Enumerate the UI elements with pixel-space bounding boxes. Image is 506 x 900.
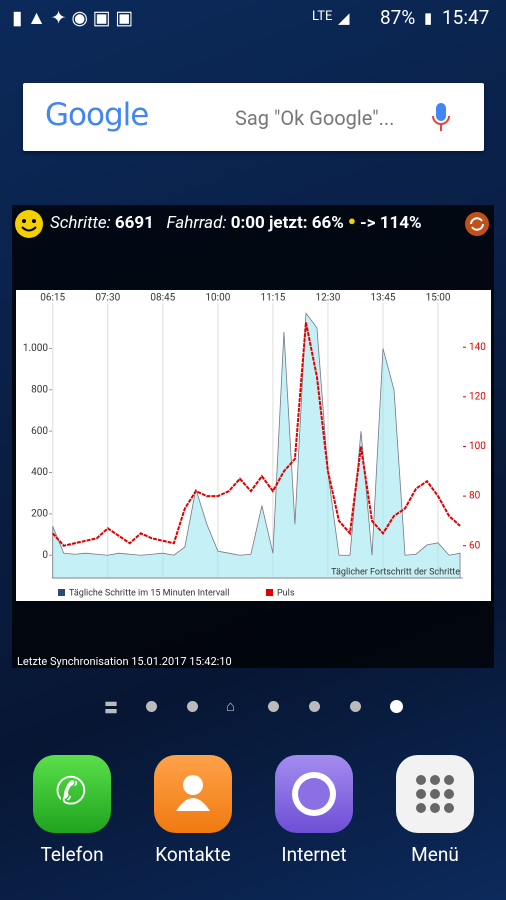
signal-icon: ◢ xyxy=(338,9,350,27)
page-dot-active xyxy=(390,700,403,713)
app-label: Telefon xyxy=(40,843,104,866)
y2-tick-label: 120 xyxy=(469,391,486,402)
x-tick-label: 12:30 xyxy=(316,293,341,304)
menu-app-icon[interactable] xyxy=(396,755,474,833)
x-tick-label: 10:00 xyxy=(205,293,230,304)
y-tick-label: 1.000 xyxy=(23,343,48,354)
chart: 06:15 07:30 08:45 10:00 11:15 12:30 13:45 15:00… xyxy=(16,290,491,601)
y-tick-label: 0 xyxy=(42,550,48,561)
page-dot xyxy=(350,701,361,712)
steps-widget[interactable]: Schritte: 6691 Fahrrad: 0:00 jetzt: 66% … xyxy=(12,205,494,668)
search-hint: Sag "Ok Google"... xyxy=(235,106,395,130)
app-label: Menü xyxy=(411,843,459,866)
target-value: -> 114% xyxy=(360,213,422,233)
x-tick-label: 07:30 xyxy=(95,293,120,304)
y-tick-label: 800 xyxy=(31,384,48,395)
contacts-app-icon[interactable] xyxy=(154,755,232,833)
y2-tick-label: 80 xyxy=(469,491,481,502)
legend-label: Puls xyxy=(277,588,295,598)
bike-label: Fahrrad: xyxy=(166,213,227,233)
pulse-line xyxy=(51,322,461,547)
network-type: LTE xyxy=(312,9,333,24)
home-indicator: ⌂ xyxy=(226,697,236,715)
legend-label: Tägliche Schritte im 15 Minuten Interval… xyxy=(69,588,229,598)
widget-header: Schritte: 6691 Fahrrad: 0:00 jetzt: 66% … xyxy=(50,213,422,233)
smiley-icon xyxy=(15,210,43,238)
legend-swatch xyxy=(58,589,65,596)
steps-label: Schritte: xyxy=(50,213,111,233)
internet-app-icon[interactable] xyxy=(275,755,353,833)
apps-indicator: 〓 xyxy=(104,701,118,717)
y-tick-label: 400 xyxy=(31,467,48,478)
y2-tick-label: 140 xyxy=(469,342,486,353)
sync-icon[interactable] xyxy=(464,211,490,237)
page-dot xyxy=(309,701,320,712)
page-dot xyxy=(146,701,157,712)
x-tick-label: 06:15 xyxy=(40,293,65,304)
x-tick-label: 15:00 xyxy=(426,293,451,304)
bike-value: 0:00 xyxy=(230,213,265,233)
battery-icon: ▮ xyxy=(424,9,433,27)
app-label: Internet xyxy=(281,843,347,866)
clock: 15:47 xyxy=(442,6,490,29)
y-tick-label: 600 xyxy=(31,426,48,437)
now-label: jetzt: xyxy=(268,213,308,233)
notification-icons: ▮ ▲ ✦ ◉ ▣ ▣ xyxy=(12,6,134,29)
page-dot xyxy=(268,701,279,712)
mic-icon[interactable] xyxy=(431,103,451,133)
x-tick-label: 13:45 xyxy=(371,293,396,304)
x-tick-label: 08:45 xyxy=(150,293,175,304)
y2-tick-label: 60 xyxy=(469,540,481,551)
now-value: 66% xyxy=(311,213,344,233)
google-search-bar[interactable]: Google Sag "Ok Google"... xyxy=(23,83,484,151)
x-tick-label: 11:15 xyxy=(260,293,285,304)
phone-app-icon[interactable]: ✆ xyxy=(33,755,111,833)
steps-area xyxy=(52,312,461,579)
steps-value: 6691 xyxy=(114,213,154,233)
battery-level: 87% xyxy=(380,6,416,29)
google-logo: Google xyxy=(45,97,149,133)
chart-annotation: Täglicher Fortschritt der Schritte xyxy=(331,567,460,577)
app-label: Kontakte xyxy=(155,843,231,866)
info-icon: ● xyxy=(347,214,356,229)
page-dot xyxy=(187,701,198,712)
last-sync: Letzte Synchronisation 15.01.2017 15:42:… xyxy=(17,655,232,668)
y-tick-label: 200 xyxy=(31,509,48,520)
legend-swatch xyxy=(266,589,273,596)
y2-tick-label: 100 xyxy=(469,441,486,452)
